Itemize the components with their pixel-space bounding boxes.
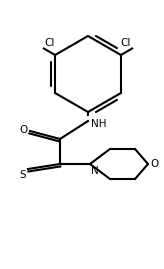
Text: S: S — [19, 170, 26, 180]
Text: Cl: Cl — [45, 37, 55, 48]
Text: NH: NH — [91, 119, 106, 129]
Text: N: N — [91, 166, 99, 176]
Text: O: O — [20, 125, 28, 135]
Text: Cl: Cl — [121, 37, 131, 48]
Text: O: O — [150, 159, 158, 169]
